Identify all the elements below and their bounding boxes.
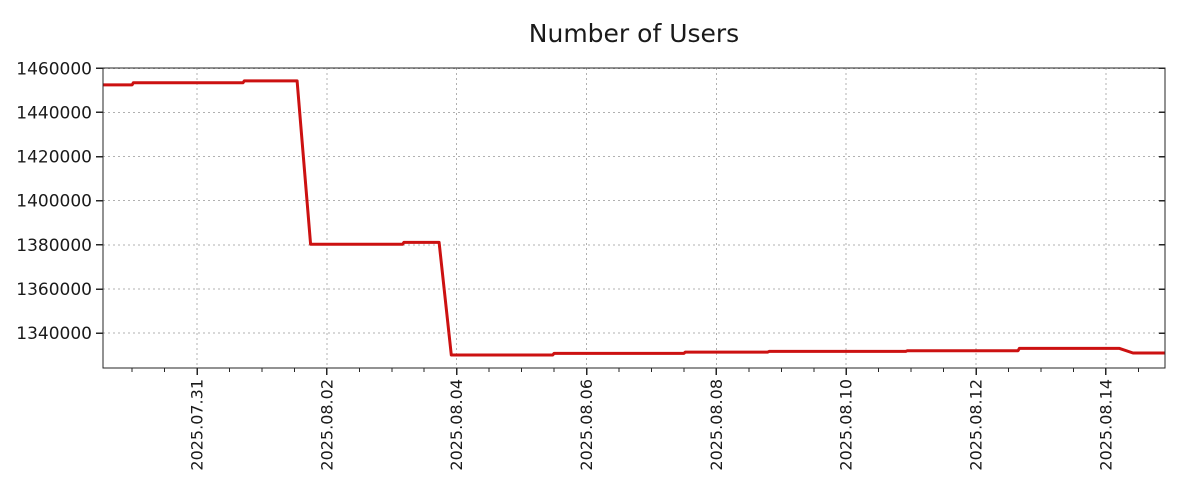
x-tick-label: 2025.08.08 [707,379,726,471]
chart-title: Number of Users [529,19,739,48]
x-tick-label: 2025.08.06 [577,379,596,471]
x-tick-label: 2025.08.04 [447,379,466,471]
axis-labels: 1460000 1440000 1420000 1400000 1380000 13600… [16,59,1115,470]
data-series [103,79,1165,357]
y-tick-label: 1360000 [16,280,92,300]
y-tick-label: 1460000 [16,59,92,79]
data-line-users [103,79,1165,357]
y-tick-label: 1340000 [16,324,92,344]
gridlines [103,67,1165,368]
x-tick-label: 2025.07.31 [187,379,206,471]
y-tick-label: 1440000 [16,103,92,123]
x-tick-label: 2025.08.14 [1096,379,1115,471]
y-tick-label: 1380000 [16,236,92,256]
plot-border [102,67,1166,369]
x-tick-label: 2025.08.12 [967,379,986,471]
x-tick-label: 2025.08.02 [317,379,336,471]
y-tick-label: 1400000 [16,192,92,212]
x-tick-label: 2025.08.10 [837,379,856,471]
y-tick-label: 1420000 [16,148,92,168]
